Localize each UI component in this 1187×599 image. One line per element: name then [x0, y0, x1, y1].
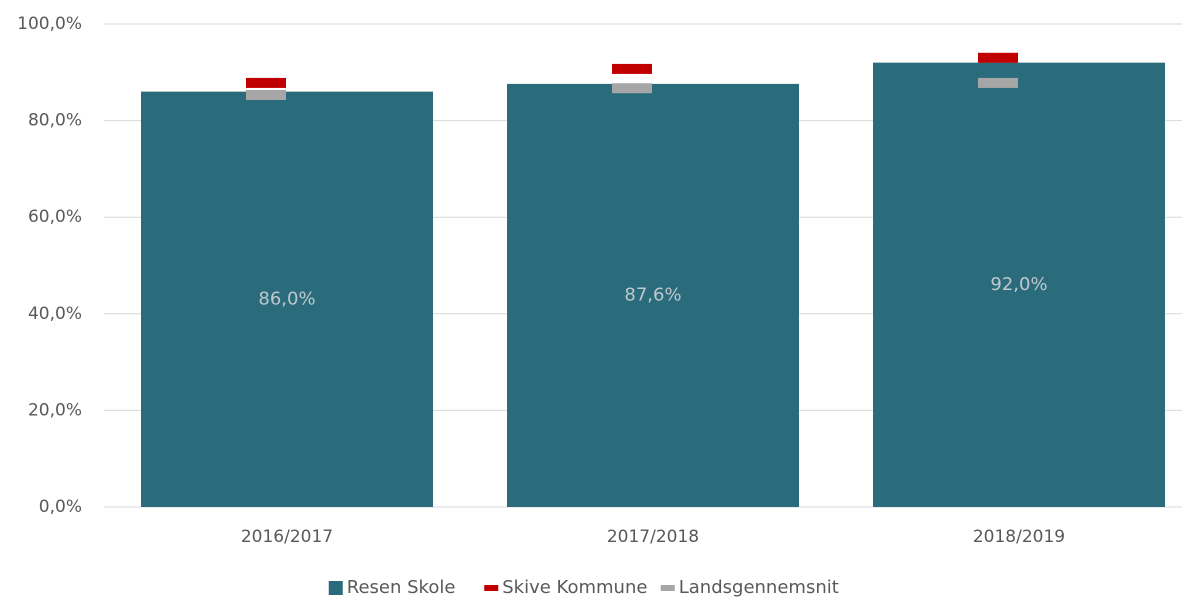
y-tick-label: 100,0% [17, 14, 82, 34]
y-tick-label: 40,0% [28, 304, 82, 324]
data-label: 87,6% [624, 284, 681, 305]
marker [246, 77, 286, 88]
marker [978, 52, 1018, 63]
x-tick-label: 2016/2017 [241, 527, 333, 547]
marker [246, 90, 286, 101]
y-tick-label: 20,0% [28, 400, 82, 420]
legend-swatch [328, 581, 343, 595]
y-tick-label: 80,0% [28, 111, 82, 131]
legend-label: Resen Skole [347, 577, 456, 598]
legend-label: Landsgennemsnit [679, 577, 839, 598]
y-tick-label: 0,0% [39, 497, 82, 517]
y-tick-label: 60,0% [28, 207, 82, 227]
marker [612, 83, 652, 94]
x-tick-label: 2017/2018 [607, 527, 699, 547]
bar [873, 62, 1165, 507]
legend-swatch [660, 585, 675, 591]
marker [978, 77, 1018, 88]
x-tick-label: 2018/2019 [973, 527, 1065, 547]
data-label: 92,0% [990, 274, 1047, 295]
legend-label: Skive Kommune [502, 577, 647, 598]
data-label: 86,0% [258, 288, 315, 309]
bar [141, 91, 433, 508]
legend-swatch [484, 585, 499, 591]
bar [507, 83, 799, 507]
marker [612, 63, 652, 74]
